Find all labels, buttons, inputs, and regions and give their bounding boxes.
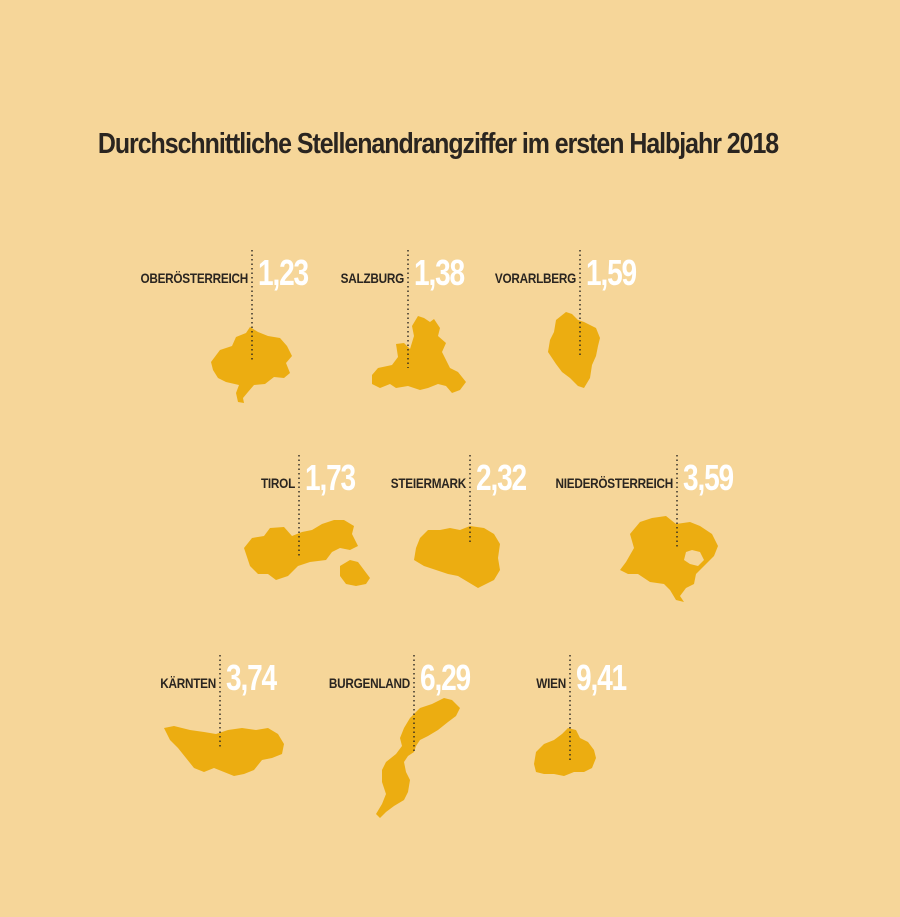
region-value-tirol: 1,73 xyxy=(305,457,356,498)
region-value-wien: 9,41 xyxy=(576,657,627,698)
region-value-salzburg: 1,38 xyxy=(414,252,465,293)
region-shape-tirol-east xyxy=(340,560,370,586)
region-shape-salzburg xyxy=(372,316,466,393)
chart-title: Durchschnittliche Stellenandrangziffer i… xyxy=(97,128,779,160)
region-shape-wien xyxy=(534,728,596,776)
region-shape-kaernten xyxy=(164,726,284,776)
region-label-niederoesterreich: NIEDERÖSTERREICH xyxy=(555,475,673,491)
region-value-burgenland: 6,29 xyxy=(420,657,471,698)
region-label-salzburg: SALZBURG xyxy=(340,270,405,286)
region-value-vorarlberg: 1,59 xyxy=(586,252,637,293)
region-label-tirol: TIROL xyxy=(260,475,295,491)
region-shape-vorarlberg xyxy=(548,312,600,388)
region-label-burgenland: BURGENLAND xyxy=(328,675,410,691)
region-value-steiermark: 2,32 xyxy=(476,457,527,498)
region-shape-niederoesterreich xyxy=(620,516,718,602)
region-shape-burgenland xyxy=(376,698,460,818)
leader-lines xyxy=(219,250,678,760)
region-value-oberoesterreich: 1,23 xyxy=(258,252,309,293)
region-label-wien: WIEN xyxy=(536,675,566,691)
region-value-kaernten: 3,74 xyxy=(226,657,277,698)
region-shape-steiermark xyxy=(414,526,500,588)
region-label-kaernten: KÄRNTEN xyxy=(160,675,216,691)
region-shape-tirol xyxy=(244,520,358,580)
region-label-vorarlberg: VORARLBERG xyxy=(494,270,576,286)
region-label-steiermark: STEIERMARK xyxy=(390,475,466,491)
region-shape-oberoesterreich xyxy=(211,327,292,403)
region-label-oberoesterreich: OBERÖSTERREICH xyxy=(140,270,248,286)
region-value-niederoesterreich: 3,59 xyxy=(683,457,734,498)
